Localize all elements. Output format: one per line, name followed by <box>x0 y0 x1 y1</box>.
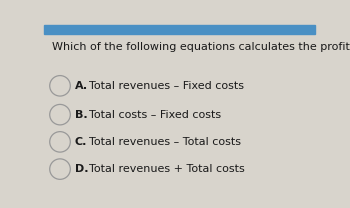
Text: Total revenues + Total costs: Total revenues + Total costs <box>89 164 244 174</box>
Bar <box>44 25 315 34</box>
Text: Which of the following equations calculates the profits of a firm?: Which of the following equations calcula… <box>52 42 350 52</box>
Text: B.: B. <box>75 110 88 120</box>
Text: Total costs – Fixed costs: Total costs – Fixed costs <box>89 110 220 120</box>
Ellipse shape <box>50 104 70 125</box>
Ellipse shape <box>50 76 70 96</box>
Text: D.: D. <box>75 164 89 174</box>
Ellipse shape <box>50 132 70 152</box>
Text: C.: C. <box>75 137 87 147</box>
Text: Total revenues – Fixed costs: Total revenues – Fixed costs <box>89 81 244 91</box>
Ellipse shape <box>50 159 70 179</box>
Text: Total revenues – Total costs: Total revenues – Total costs <box>89 137 240 147</box>
Text: A.: A. <box>75 81 88 91</box>
